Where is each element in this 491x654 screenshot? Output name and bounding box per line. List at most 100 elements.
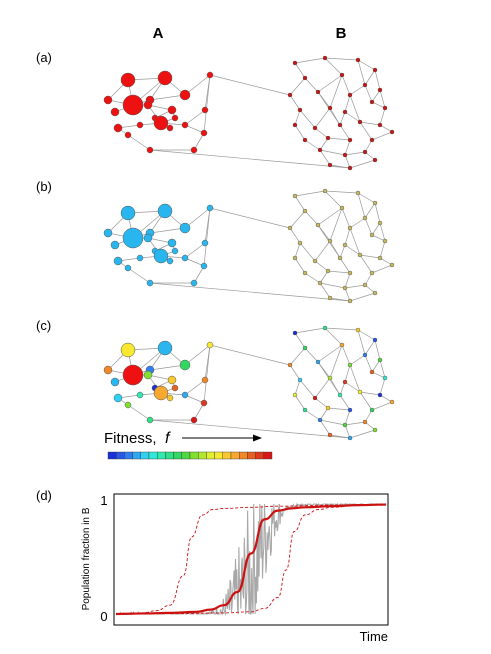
network-b-edge	[349, 94, 361, 123]
network-b-node	[369, 369, 375, 375]
network-b-edge	[344, 227, 351, 246]
network-b-node	[389, 262, 395, 268]
network-b-edge	[294, 394, 306, 411]
network-b-node	[377, 220, 383, 226]
network-b-edge	[359, 121, 373, 141]
network-a-node	[206, 204, 214, 212]
network-b-edge	[317, 344, 343, 363]
network-b-node	[347, 225, 353, 231]
network-b-node	[339, 72, 345, 78]
network-a-edge	[184, 74, 211, 96]
network-a-node	[122, 227, 144, 249]
network-b-edge	[304, 409, 321, 421]
network-a-node	[143, 233, 153, 243]
network-b-node	[347, 435, 353, 441]
network-a-edge	[127, 404, 151, 421]
network-b-node	[377, 87, 383, 93]
network-a-node	[157, 340, 173, 356]
network-b-node	[342, 379, 348, 385]
network-b-edge	[344, 284, 366, 289]
network-b-edge	[339, 111, 346, 126]
network-a-node	[122, 364, 144, 386]
fitness-legend-text: Fitness,	[104, 430, 157, 447]
network-a-edge	[184, 379, 206, 396]
network-a-node	[136, 254, 144, 262]
network-b-edge	[379, 222, 386, 242]
network-a-node	[171, 384, 179, 392]
network-b-edge	[319, 407, 329, 421]
network-a-node	[124, 131, 132, 139]
network-b-node	[322, 55, 328, 61]
colorbar-swatch	[206, 451, 215, 460]
network-a-node	[146, 279, 154, 287]
network-a-node	[103, 365, 113, 375]
network-b-edge	[289, 347, 306, 366]
network-b-node	[287, 362, 293, 368]
colorbar-swatch	[165, 451, 174, 460]
network-a-node	[124, 401, 132, 409]
network-b-node	[347, 165, 353, 171]
network-b-node	[327, 432, 333, 438]
network-b-node	[377, 255, 383, 261]
bound-curve	[115, 504, 387, 615]
network-b-edge	[324, 327, 343, 346]
network-b-edge	[329, 207, 343, 242]
colorbar-swatch	[148, 451, 158, 460]
panel-label-a: (a)	[36, 50, 52, 65]
network-b-edge	[294, 195, 306, 212]
network-b-edge	[357, 192, 366, 219]
network-a-node	[200, 399, 208, 407]
network-b-edge	[314, 260, 329, 272]
network-b-edge	[371, 359, 381, 373]
network-a-edge	[193, 132, 205, 151]
network-b-edge	[359, 254, 373, 274]
bound-curve	[115, 504, 387, 615]
network-b-edge	[349, 217, 366, 229]
network-b-node	[297, 240, 303, 246]
network-b-node	[327, 375, 333, 381]
network-b-node	[315, 89, 321, 95]
network-b-node	[362, 82, 368, 88]
network-b-edge	[379, 394, 393, 403]
network-b-edge	[294, 190, 326, 197]
network-a-node	[110, 107, 120, 117]
network-a-node	[201, 376, 209, 384]
network-a-node	[110, 377, 120, 387]
network-b-node	[297, 107, 303, 113]
colorbar-swatch	[263, 451, 273, 460]
network-b-node	[362, 282, 368, 288]
network-b-edge	[349, 227, 361, 256]
network-b-node	[322, 325, 328, 331]
network-a-edge	[184, 124, 205, 134]
network-a-node	[122, 94, 144, 116]
network-a-node	[181, 121, 189, 129]
colorbar-swatch	[255, 451, 265, 460]
network-a-node	[113, 393, 123, 403]
column-b-header: B	[336, 25, 347, 42]
network-b-node	[339, 205, 345, 211]
network-a-edge	[184, 207, 211, 229]
network-a-node	[143, 100, 153, 110]
network-b-edge	[341, 344, 351, 366]
network-a-node	[181, 254, 189, 262]
network-b-edge	[289, 210, 306, 229]
network-b-edge	[344, 409, 351, 426]
network-a-edge	[127, 134, 151, 151]
network-a-node	[153, 248, 169, 264]
network-b-node	[302, 208, 308, 214]
network-b-node	[325, 268, 331, 274]
network-b-edge	[299, 242, 316, 262]
network-b-edge	[371, 234, 386, 242]
network-b-edge	[357, 329, 366, 356]
network-b-edge	[339, 124, 351, 141]
network-b-edge	[349, 429, 376, 439]
network-b-edge	[327, 137, 351, 141]
cross-link	[149, 149, 351, 169]
network-b-node	[372, 157, 378, 163]
colorbar-swatch	[140, 451, 150, 460]
network-a-node	[201, 239, 209, 247]
network-b-edge	[324, 327, 359, 331]
network-b-edge	[341, 74, 351, 96]
network-b-node	[382, 105, 388, 111]
network-a-node	[103, 95, 113, 105]
